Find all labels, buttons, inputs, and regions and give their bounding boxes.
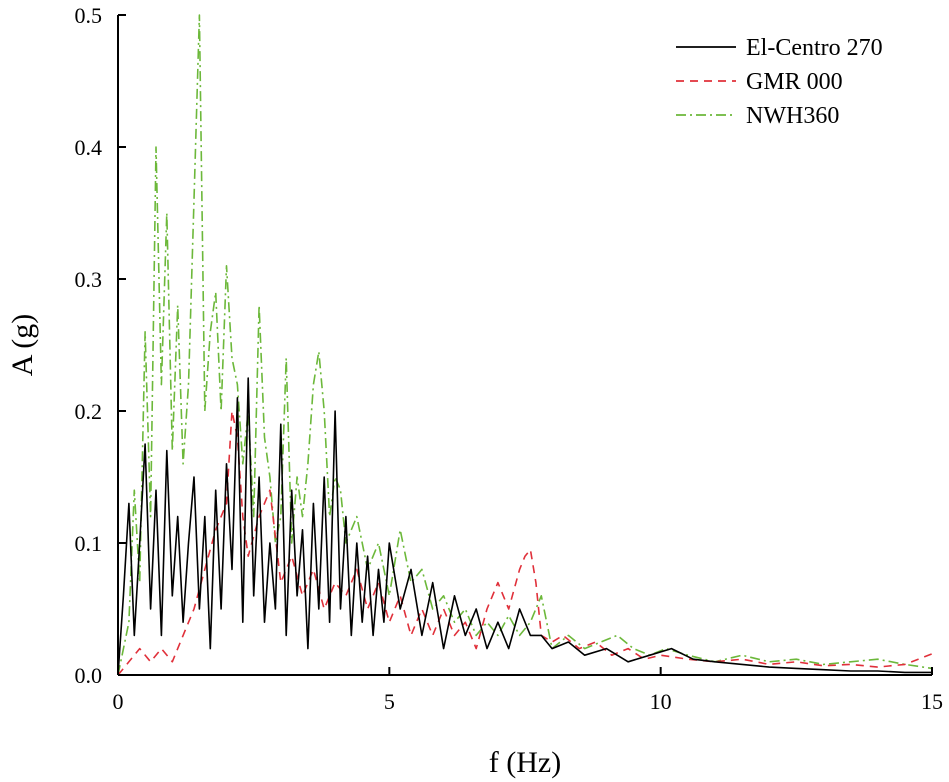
- y-tick-label: 0.3: [75, 267, 103, 292]
- x-ticks: 0 5 10 15: [113, 667, 943, 714]
- y-axis-title: A (g): [6, 314, 39, 377]
- series-line-el-centro-270: [117, 377, 932, 676]
- legend-label: NWH360: [746, 103, 839, 129]
- series-line-nwh360: [117, 14, 933, 676]
- x-tick-label: 10: [650, 689, 672, 714]
- x-tick-label: 5: [384, 689, 395, 714]
- y-tick-label: 0.0: [75, 663, 103, 688]
- legend-label: El-Centro 270: [746, 35, 883, 61]
- y-tick-label: 0.4: [75, 135, 103, 160]
- x-tick-label: 15: [921, 689, 943, 714]
- y-tick-label: 0.2: [75, 399, 103, 424]
- y-ticks: 0.0 0.1 0.2 0.3 0.4 0.5: [75, 3, 126, 688]
- y-tick-label: 0.1: [75, 531, 103, 556]
- x-tick-label: 0: [113, 689, 124, 714]
- y-tick-label: 0.5: [75, 3, 103, 28]
- series-layer: [117, 14, 933, 676]
- legend: El-Centro 270 GMR 000 NWH360: [676, 35, 883, 129]
- x-axis-title: f (Hz): [489, 746, 561, 779]
- legend-label: GMR 000: [746, 69, 843, 95]
- axes-layer: [117, 15, 932, 676]
